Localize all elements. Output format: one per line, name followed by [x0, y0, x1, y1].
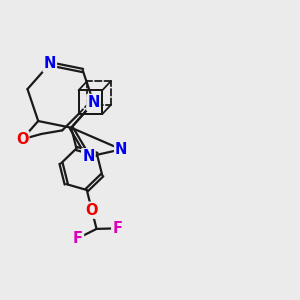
Text: N: N — [82, 149, 94, 164]
Text: F: F — [112, 221, 122, 236]
Text: N: N — [44, 56, 56, 71]
Text: F: F — [73, 231, 83, 246]
Text: O: O — [16, 132, 28, 147]
Text: N: N — [115, 142, 128, 157]
Text: O: O — [85, 203, 98, 218]
Text: N: N — [87, 95, 100, 110]
